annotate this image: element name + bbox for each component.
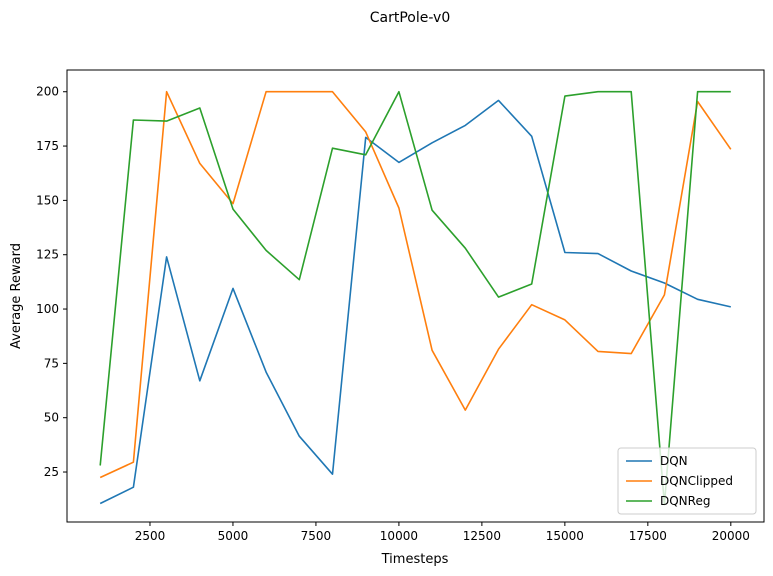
y-tick-label: 75: [44, 356, 59, 370]
y-tick-label: 175: [36, 139, 59, 153]
y-tick-label: 125: [36, 248, 59, 262]
y-tick-label: 25: [44, 465, 59, 479]
x-tick-label: 10000: [380, 529, 418, 543]
y-tick-label: 150: [36, 193, 59, 207]
legend-label: DQNReg: [660, 494, 710, 508]
y-tick-label: 200: [36, 85, 59, 99]
x-tick-label: 12500: [463, 529, 501, 543]
x-tick-label: 5000: [218, 529, 249, 543]
x-tick-label: 15000: [546, 529, 584, 543]
x-axis-label: Timesteps: [381, 552, 449, 567]
series-line-dqnreg: [99, 90, 731, 506]
plot-frame: [66, 69, 765, 523]
x-tick-label: 17500: [629, 529, 667, 543]
y-tick-label: 50: [44, 411, 59, 425]
series-line-dqnclipped: [99, 90, 732, 479]
legend-label: DQNClipped: [660, 474, 733, 488]
x-axis-ticks: 2500 5000 7500 10000 12500 15000 17500 20000: [135, 522, 750, 543]
plot-lines: [99, 90, 732, 506]
y-axis-label: Average Reward: [9, 243, 24, 349]
legend: DQN DQNClipped DQNReg: [617, 447, 757, 515]
legend-label: DQN: [660, 454, 688, 468]
x-tick-label: 2500: [135, 529, 166, 543]
legend-box: [617, 447, 757, 515]
y-axis-ticks: 25 50 75 100 125 150 175 200: [36, 85, 67, 479]
y-tick-label: 100: [36, 302, 59, 316]
x-tick-label: 20000: [712, 529, 750, 543]
x-tick-label: 7500: [301, 529, 332, 543]
chart-title: CartPole-v0: [370, 10, 450, 26]
